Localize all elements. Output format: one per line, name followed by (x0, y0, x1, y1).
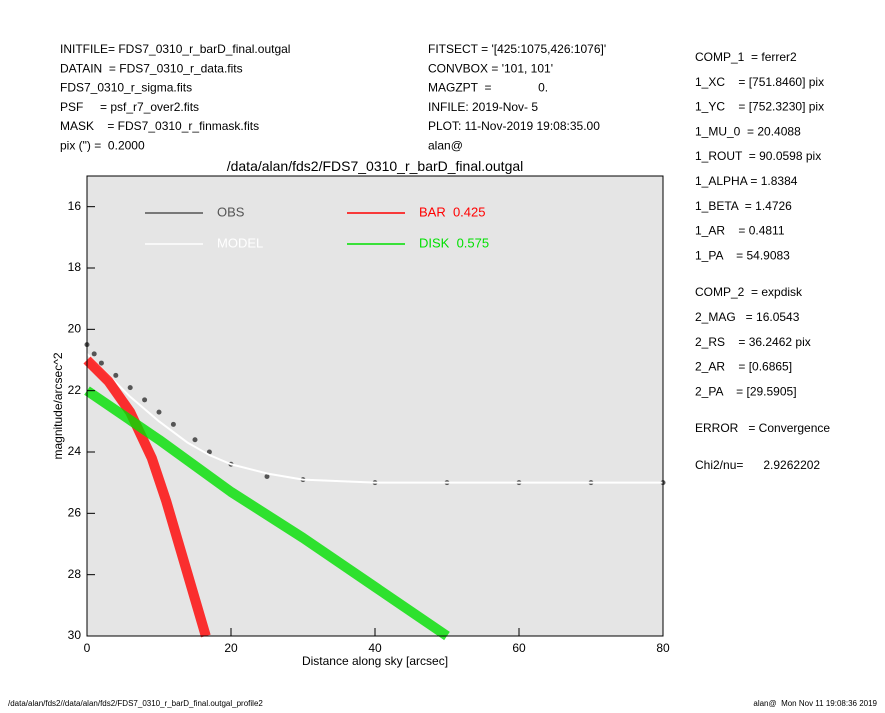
header-left-line: pix (") = 0.2000 (60, 139, 145, 153)
obs-point (156, 409, 162, 415)
legend-label: DISK 0.575 (419, 235, 489, 250)
x-tick-label: 60 (512, 641, 526, 655)
header-middle-line: PLOT: 11-Nov-2019 19:08:35.00 (428, 119, 600, 133)
x-tick-label: 0 (84, 641, 91, 655)
x-tick-label: 40 (368, 641, 382, 655)
param-line: 2_PA = [29.5905] (695, 384, 797, 398)
obs-point (192, 437, 198, 443)
model-band (83, 356, 211, 638)
y-tick-label: 22 (68, 383, 82, 397)
header-left-line: MASK = FDS7_0310_r_finmask.fits (60, 119, 259, 133)
header-middle-line: FITSECT = '[425:1075,426:1076]' (428, 42, 606, 56)
y-tick-label: 24 (68, 444, 82, 458)
legend-label: MODEL (217, 235, 263, 250)
y-tick-label: 30 (68, 628, 82, 642)
param-line: 1_ROUT = 90.0598 pix (695, 149, 821, 163)
obs-point (170, 421, 176, 427)
footer-left: /data/alan/fds2//data/alan/fds2/FDS7_031… (8, 699, 263, 708)
param-line: COMP_2 = expdisk (695, 285, 803, 299)
model-line (86, 353, 663, 484)
y-tick-label: 16 (68, 199, 82, 213)
header-left-line: DATAIN = FDS7_0310_r_data.fits (60, 61, 243, 75)
header-left-line: FDS7_0310_r_sigma.fits (60, 81, 192, 95)
param-line: 1_BETA = 1.4726 (695, 199, 792, 213)
obs-point (127, 385, 133, 391)
plot-marks (83, 342, 666, 641)
y-tick-label: 28 (68, 567, 82, 581)
x-axis-label: Distance along sky [arcsec] (302, 654, 448, 668)
obs-point (91, 351, 97, 357)
param-line: 2_AR = [0.6865] (695, 360, 792, 374)
obs-point (264, 474, 270, 480)
param-line: 1_XC = [751.8460] pix (695, 75, 824, 89)
header-middle-line: CONVBOX = '101, 101' (428, 61, 553, 75)
param-line: ERROR = Convergence (695, 421, 830, 435)
header-left-line: PSF = psf_r7_over2.fits (60, 100, 199, 114)
plot-area (87, 176, 663, 636)
param-line: 2_MAG = 16.0543 (695, 310, 800, 324)
y-axis-label: magnitude/arcsec^2 (51, 352, 65, 459)
header-middle-line: alan@ (428, 139, 463, 153)
legend-label: OBS (217, 204, 245, 219)
param-line: 1_MU_0 = 20.4088 (695, 124, 801, 138)
param-line: 1_ALPHA = 1.8384 (695, 174, 798, 188)
chart-title: /data/alan/fds2/FDS7_0310_r_barD_final.o… (227, 158, 524, 174)
param-line: 1_AR = 0.4811 (695, 224, 785, 238)
footer-right: alan@ Mon Nov 11 19:08:36 2019 (753, 699, 877, 708)
header-middle-line: MAGZPT = 0. (428, 81, 548, 95)
y-tick-label: 26 (68, 506, 82, 520)
param-line: 1_PA = 54.9083 (695, 248, 790, 262)
header-middle-line: INFILE: 2019-Nov- 5 (428, 100, 538, 114)
header-left-line: INITFILE= FDS7_0310_r_barD_final.outgal (60, 42, 290, 56)
param-line: COMP_1 = ferrer2 (695, 50, 797, 64)
obs-point (142, 397, 148, 403)
obs-point (98, 360, 104, 366)
x-tick-label: 20 (224, 641, 238, 655)
param-line: 2_RS = 36.2462 pix (695, 335, 811, 349)
y-tick-label: 18 (68, 260, 82, 274)
x-tick-label: 80 (656, 641, 670, 655)
y-tick-label: 20 (68, 322, 82, 336)
obs-point (113, 372, 119, 378)
param-line: Chi2/nu= 2.9262202 (695, 458, 820, 472)
model-band (84, 386, 450, 641)
param-line: 1_YC = [752.3230] pix (695, 100, 824, 114)
legend-label: BAR 0.425 (419, 204, 486, 219)
